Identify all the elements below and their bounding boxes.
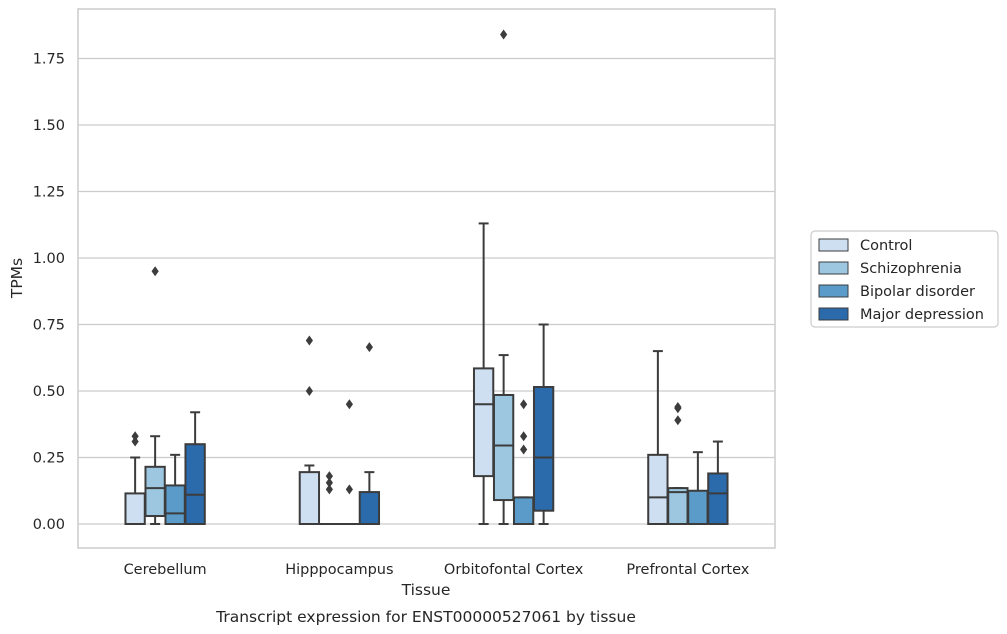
outlier-point	[520, 444, 528, 455]
y-tick-label: 1.00	[33, 251, 65, 267]
y-tick-labels: 0.00 0.25 0.50 0.75 1.00 1.25 1.50 1.75	[33, 52, 65, 534]
iqr-box	[144, 465, 166, 518]
box-schizophrenia-0	[144, 266, 166, 525]
box-schizophrenia-2	[492, 29, 515, 525]
legend-entry-label: Schizophrenia	[860, 261, 962, 277]
legend-swatch	[818, 284, 849, 298]
y-tick-label: 1.50	[33, 118, 65, 134]
box-bipolar-disorder-3	[687, 451, 709, 525]
y-axis-label: TPMs	[8, 258, 26, 299]
x-tick-label: Hipppocampus	[285, 562, 393, 578]
outlier-point	[325, 471, 333, 482]
iqr-box	[532, 386, 555, 512]
plot-frame	[77, 8, 776, 549]
iqr-box	[512, 496, 535, 525]
box-control-0	[124, 431, 146, 526]
outlier-point	[520, 399, 528, 410]
legend: Control Schizophrenia Bipolar disorder Majo…	[810, 230, 999, 328]
box-bipolar-disorder-0	[164, 453, 186, 525]
x-tick-labels: Cerebellum Hipppocampus Orbitofontal Corte…	[124, 562, 750, 578]
axes-frame	[77, 8, 776, 549]
iqr-box	[647, 453, 669, 525]
grid-lines	[78, 57, 775, 525]
y-tick-label: 1.75	[33, 52, 65, 68]
outlier-point	[131, 431, 139, 442]
iqr-box	[298, 471, 321, 526]
iqr-box	[707, 472, 729, 525]
legend-entry-label: Control	[860, 238, 912, 254]
outlier-point	[500, 29, 508, 40]
box-schizophrenia-3	[667, 401, 689, 525]
legend-swatch	[818, 238, 849, 252]
box-bipolar-disorder-1	[338, 399, 361, 526]
legend-entry-label: Bipolar disorder	[860, 284, 975, 300]
y-tick-label: 0.75	[33, 318, 65, 334]
iqr-box	[164, 484, 186, 525]
box-control-2	[472, 222, 495, 525]
legend-swatch	[818, 261, 849, 275]
x-tick-label: Orbitofontal Cortex	[444, 562, 584, 578]
iqr-box	[124, 492, 146, 526]
outlier-point	[520, 431, 528, 442]
box-bipolar-disorder-2	[512, 399, 535, 525]
outlier-point	[131, 436, 139, 447]
x-tick-label: Cerebellum	[124, 562, 207, 578]
legend-swatch	[818, 307, 849, 321]
iqr-box	[358, 491, 381, 525]
iqr-box	[687, 489, 709, 525]
outlier-point	[305, 335, 313, 346]
outlier-point	[325, 477, 333, 488]
box-major-depression-1	[358, 342, 381, 525]
legend-frame	[810, 230, 999, 328]
outlier-point	[305, 386, 313, 396]
box-major-depression-3	[707, 440, 729, 525]
outlier-point	[365, 342, 373, 353]
box-control-3	[647, 350, 669, 525]
outlier-point	[345, 399, 353, 410]
box-major-depression-0	[184, 411, 206, 526]
box-major-depression-2	[532, 323, 555, 525]
outlier-point	[674, 401, 682, 412]
iqr-box	[184, 443, 206, 526]
outlier-point	[674, 415, 682, 426]
box-schizophrenia-1	[318, 471, 341, 526]
outlier-point	[325, 484, 333, 495]
y-tick-label: 0.25	[33, 451, 65, 467]
y-tick-label: 1.25	[33, 185, 65, 201]
box-plots	[124, 29, 729, 526]
iqr-box	[492, 393, 515, 502]
iqr-box	[667, 487, 689, 525]
x-tick-label: Prefrontal Cortex	[626, 562, 749, 578]
iqr-box	[472, 367, 495, 478]
box-control-1	[298, 335, 321, 526]
x-axis-label: Tissue	[401, 581, 451, 599]
y-tick-label: 0.50	[33, 384, 65, 400]
legend-entry-label: Major depression	[860, 307, 984, 323]
outlier-point	[345, 484, 353, 495]
outlier-point	[151, 266, 159, 277]
chart-caption: Transcript expression for ENST0000052706…	[215, 608, 636, 626]
y-tick-label: 0.00	[33, 517, 65, 533]
